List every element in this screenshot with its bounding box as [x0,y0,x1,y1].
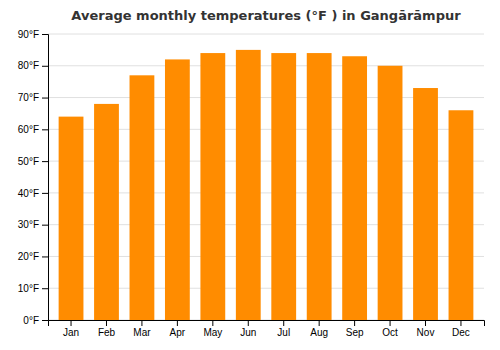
y-tick-mark [42,256,48,257]
y-tick-label: 40°F [18,188,39,199]
y-axis: 0°F 10°F 20°F 30°F 40°F 50°F 60°F 70°F 80°F 90°F [18,29,49,326]
x-tick: Oct [382,320,398,338]
bar [200,53,225,320]
grid [48,34,484,320]
y-tick: 60°F [18,124,48,135]
x-tick-label: Jun [240,327,256,338]
x-tick: Apr [170,320,186,338]
y-tick-label: 10°F [18,283,39,294]
y-tick-mark [42,34,48,35]
x-tick: Aug [310,320,328,338]
y-tick: 70°F [18,92,48,103]
chart-svg: 0°F 10°F 20°F 30°F 40°F 50°F 60°F 70°F 80°F 90°F J… [0,0,500,350]
y-tick-mark [42,225,48,226]
bar [59,117,84,320]
bar [342,56,367,320]
bar [307,53,332,320]
x-tick-mark [460,320,461,326]
y-tick-label: 80°F [18,60,39,71]
x-tick: Jan [63,320,79,338]
y-tick-mark [42,193,48,194]
x-tick-label: Oct [382,327,398,338]
bar [378,66,403,320]
y-tick-label: 70°F [18,92,39,103]
x-tick: May [203,320,222,338]
x-tick-mark [390,320,391,326]
y-axis-line [42,35,49,321]
x-tick-mark [354,320,355,326]
y-tick: 50°F [18,156,48,167]
y-tick: 30°F [18,219,48,230]
x-tick-label: Sep [346,327,364,338]
bar [413,88,438,320]
y-tick: 0°F [23,315,48,326]
bar [130,75,155,320]
x-tick-label: May [203,327,222,338]
y-tick-mark [42,288,48,289]
x-tick: Mar [133,320,151,338]
x-tick-mark [283,320,284,326]
x-axis: Jan Feb Mar Apr May Jun Jul Aug Sep Oct Nov Dec [49,320,485,338]
x-tick: Nov [417,320,435,338]
y-tick: 40°F [18,188,48,199]
x-tick-label: Nov [417,327,435,338]
y-tick-label: 0°F [23,315,39,326]
y-tick-mark [42,161,48,162]
x-tick: Jun [240,320,256,338]
grid-line [48,65,484,66]
x-tick-mark [425,320,426,326]
x-tick: Jul [277,320,290,338]
x-tick-label: Mar [133,327,151,338]
y-tick: 20°F [18,251,48,262]
y-tick-label: 30°F [18,219,39,230]
chart-title: Average monthly temperatures (°F ) in Ga… [71,8,461,23]
x-tick: Feb [98,320,116,338]
x-tick-label: Jul [277,327,290,338]
x-tick: Dec [452,320,470,338]
bars [59,50,474,320]
x-tick-mark [212,320,213,326]
bar [449,110,474,320]
chart-container: 0°F 10°F 20°F 30°F 40°F 50°F 60°F 70°F 80°F 90°F J… [0,0,500,350]
x-tick-mark [71,320,72,326]
x-tick-mark [248,320,249,326]
x-tick-label: Feb [98,327,116,338]
y-tick-label: 60°F [18,124,39,135]
y-tick-mark [42,98,48,99]
y-tick: 10°F [18,283,48,294]
x-tick: Sep [346,320,364,338]
y-tick-label: 90°F [18,29,39,40]
bar [271,53,296,320]
x-tick-mark [319,320,320,326]
x-tick-mark [177,320,178,326]
y-tick: 80°F [18,60,48,71]
y-tick-mark [42,129,48,130]
x-tick-mark [141,320,142,326]
y-tick-mark [42,320,48,321]
bar [165,59,190,320]
x-axis-line [49,321,485,327]
plot: 0°F 10°F 20°F 30°F 40°F 50°F 60°F 70°F 80°F 90°F J… [18,29,485,338]
y-tick-label: 20°F [18,251,39,262]
x-tick-label: Apr [170,327,186,338]
x-tick-label: Aug [310,327,328,338]
grid-line [48,34,484,35]
bar [94,104,119,320]
x-tick-label: Jan [63,327,79,338]
y-tick-mark [42,66,48,67]
bar [236,50,261,320]
x-tick-label: Dec [452,327,470,338]
x-tick-mark [106,320,107,326]
y-tick-label: 50°F [18,156,39,167]
y-tick: 90°F [18,29,48,40]
